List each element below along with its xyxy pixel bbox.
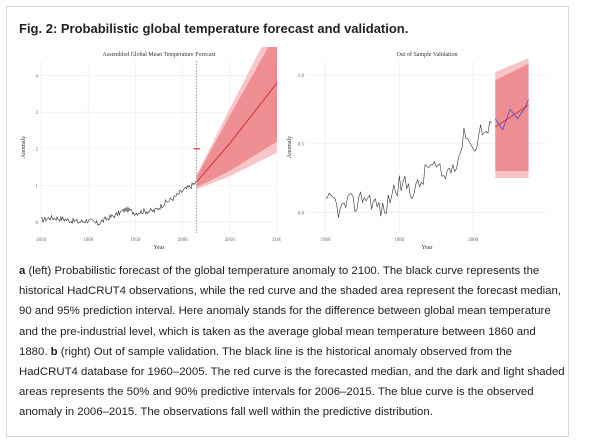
- caption-label-b: b: [50, 345, 58, 358]
- y-tick-label: 2: [36, 148, 39, 153]
- x-tick-label: 1960: [320, 238, 331, 243]
- observed-series-line: [325, 120, 492, 218]
- forecast-median-line: [196, 82, 278, 183]
- chart-title: Out of Sample Validation: [396, 51, 457, 58]
- y-tick-label: 1: [36, 184, 39, 189]
- panel-validation: Out of Sample Validation 1960 1980 2000 0.0 0…: [285, 47, 553, 251]
- validation-chart: Out of Sample Validation 1960 1980 2000 0.0 0…: [287, 51, 547, 251]
- panel-forecast: Assembled Global Mean Temperature Foreca…: [19, 47, 281, 251]
- chart-title: Assembled Global Mean Temperature Foreca…: [102, 52, 215, 58]
- x-tick-label: 1900: [83, 238, 94, 243]
- caption-label-a: a: [19, 265, 26, 277]
- x-tick-label: 1980: [394, 238, 405, 243]
- figure-container: Fig. 2: Probabilistic global temperature…: [6, 6, 569, 437]
- y-tick-label: 1.0: [298, 74, 305, 79]
- forecast-median-line: [495, 104, 529, 128]
- y-axis-label: Anomaly: [21, 136, 27, 158]
- y-tick-label: 4: [36, 75, 39, 80]
- x-tick-label: 2000: [178, 238, 189, 243]
- y-tick-label: 3: [36, 111, 39, 116]
- pi90-band: [196, 47, 277, 188]
- y-tick-label: 0.0: [298, 211, 305, 216]
- observed-series-line: [40, 180, 197, 226]
- x-tick-label: 1950: [130, 238, 141, 243]
- x-axis-label: Year: [421, 245, 432, 251]
- caption-text-b: (right) Out of sample validation. The bl…: [19, 345, 565, 419]
- y-axis-label: Anomaly: [287, 136, 293, 158]
- figure-title: Fig. 2: Probabilistic global temperature…: [19, 21, 409, 36]
- x-tick-label: 2100: [272, 238, 281, 243]
- caption-text-a: (left) Probabilistic forecast of the glo…: [19, 265, 561, 358]
- x-tick-label: 2000: [468, 238, 479, 243]
- pi50-band: [495, 63, 529, 172]
- y-tick-label: 0: [36, 221, 39, 226]
- forecast-chart: Assembled Global Mean Temperature Foreca…: [21, 47, 281, 251]
- y-tick-label: 0.5: [298, 143, 305, 148]
- x-tick-label: 1850: [36, 238, 47, 243]
- x-tick-label: 2050: [225, 238, 236, 243]
- validation-observed-line: [494, 99, 529, 131]
- figure-caption: a (left) Probabilistic forecast of the g…: [19, 261, 567, 423]
- x-axis-label: Year: [153, 245, 164, 251]
